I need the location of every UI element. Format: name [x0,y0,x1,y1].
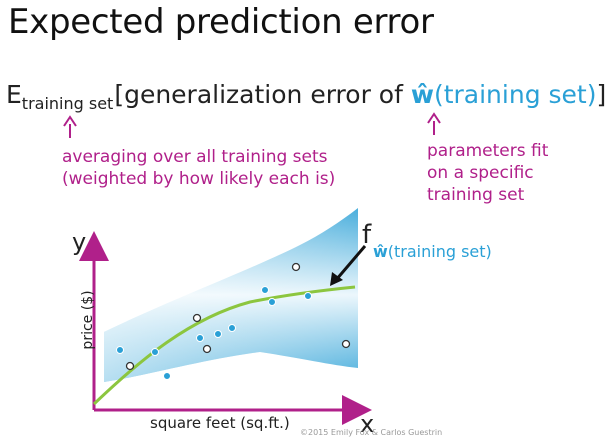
data-point [304,292,312,300]
parameters-note: parameters fit on a specific training se… [427,140,548,206]
hollow-points [125,262,351,371]
data-point-hollow [341,339,351,349]
data-point [196,334,204,342]
page-title: Expected prediction error [8,2,434,42]
formula-argument: (training set) [433,80,597,109]
x-axis-label: square feet (sq.ft.) [150,414,290,432]
formula-open: [generalization error of [114,80,411,109]
data-point [268,298,276,306]
f-label: f [362,220,372,250]
parameters-note-line2: on a specific [427,163,534,183]
data-point-hollow [125,361,135,371]
y-axis-letter: y [72,228,87,256]
expectation-symbol: E [6,80,22,109]
parameters-note-line1: parameters fit [427,141,549,161]
data-point-hollow [192,313,202,323]
up-arrow-left [63,115,77,138]
data-point [228,324,236,332]
data-point [214,330,222,338]
copyright-notice: ©2015 Emily Fox & Carlos Guestrin [300,428,443,437]
up-arrow-right [427,112,441,135]
blue-points [116,286,312,380]
averaging-note-line2: (weighted by how likely each is) [62,169,336,189]
f-subscript: ŵ(training set) [373,242,492,261]
data-point-hollow [202,344,212,354]
formula-close: ] [596,80,607,109]
f-sub-argument: (training set) [387,242,492,261]
data-point [151,348,159,356]
data-point [163,372,171,380]
expectation-subscript: training set [21,94,114,113]
data-point [261,286,269,294]
parameters-note-line3: training set [427,185,525,205]
averaging-note-line1: averaging over all training sets [62,147,328,167]
f-sub-w-hat: ŵ [373,242,388,261]
data-point-hollow [291,262,301,272]
data-point [116,346,124,354]
x-axis-letter: x [360,410,375,438]
expectation-formula: Etraining set[generalization error of ŵ(… [6,80,606,113]
f-arrow [334,245,367,281]
w-hat-symbol: ŵ [410,80,434,109]
f-arrow-head [330,272,343,286]
y-axis-label: price ($) [80,290,96,350]
averaging-note: averaging over all training sets (weight… [62,146,335,190]
